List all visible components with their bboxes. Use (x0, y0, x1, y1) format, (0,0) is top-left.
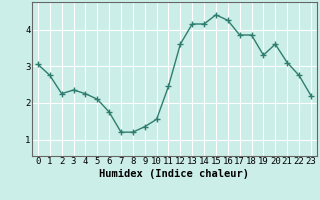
X-axis label: Humidex (Indice chaleur): Humidex (Indice chaleur) (100, 169, 249, 179)
